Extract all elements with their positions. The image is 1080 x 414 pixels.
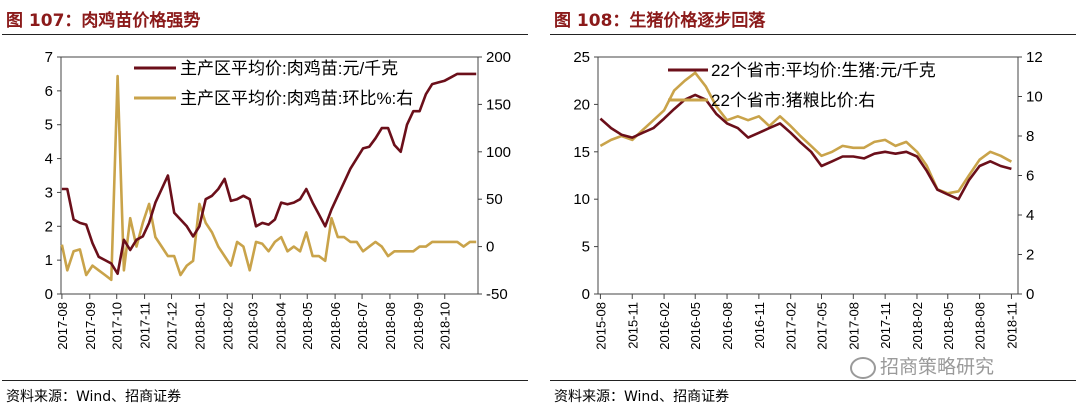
y-left-tick-label: 3: [45, 184, 53, 201]
plot-frame: [60, 56, 479, 295]
wechat-icon: [850, 356, 876, 379]
x-tick-label: 2015-11: [625, 302, 640, 349]
x-tick-label: 2018-10: [438, 302, 453, 350]
watermark: 招商策略研究: [850, 352, 994, 379]
y-right-tick-label: 10: [1026, 89, 1043, 106]
y-right-tick-label: 0: [486, 239, 494, 256]
y-left-tick-label: 20: [573, 96, 590, 113]
x-tick-label: 2018-07: [355, 302, 370, 350]
y-left-tick-label: 1: [45, 252, 53, 269]
legend-label: 22个省市:猪粮比价:右: [711, 91, 875, 110]
x-tick-label: 2017-11: [138, 302, 153, 349]
watermark-text: 招商策略研究: [880, 356, 995, 378]
y-right-tick-label: 4: [1026, 207, 1034, 224]
x-tick-label: 2018-06: [328, 302, 343, 350]
y-left-tick-label: 10: [573, 191, 590, 208]
series-line-left-axis: [61, 72, 477, 276]
y-right-tick-label: 2: [1026, 247, 1034, 264]
y-left-tick-label: 0: [45, 286, 53, 303]
x-tick-label: 2017-12: [165, 302, 180, 350]
y-right-tick-label: 50: [486, 191, 503, 208]
x-tick-label: 2017-08: [55, 302, 70, 350]
x-tick-label: 2016-08: [720, 302, 735, 350]
legend-label: 主产区平均价:肉鸡苗:元/千克: [180, 59, 398, 78]
x-tick-label: 2018-09: [411, 302, 426, 350]
y-right-tick-label: 0: [1026, 286, 1034, 303]
y-right-tick-label: 8: [1026, 128, 1034, 145]
figure-title: 图 108：生猪价格逐步回落: [554, 11, 766, 31]
y-left-tick-label: 5: [45, 117, 53, 134]
x-tick-label: 2018-02: [220, 302, 235, 350]
x-tick-label: 2018-04: [273, 302, 288, 350]
legend-label: 主产区平均价:肉鸡苗:环比%:右: [180, 89, 413, 108]
series-line-left-axis: [599, 93, 1012, 201]
x-tick-label: 2018-03: [245, 302, 260, 350]
y-left-tick-label: 25: [573, 49, 590, 66]
y-right-tick-label: 150: [486, 96, 511, 113]
y-right-tick-label: 100: [486, 144, 511, 161]
y-right-tick-label: 200: [486, 49, 511, 66]
x-tick-label: 2017-05: [814, 302, 829, 350]
x-tick-label: 2017-08: [846, 302, 861, 350]
x-tick-label: 2015-08: [593, 302, 608, 350]
hog-price-chart: 0 5 10 15 20 25 0 2 4 6 8 10 12 2015-08 2015-11 2016-02…: [573, 49, 1043, 350]
y-left-tick-label: 0: [582, 286, 590, 303]
y-right-tick-label: 12: [1026, 49, 1043, 66]
y-left-tick-label: 15: [573, 144, 590, 161]
x-tick-label: 2017-11: [878, 302, 893, 349]
x-tick-label: 2018-11: [1004, 302, 1019, 349]
series-line-right-axis: [60, 74, 477, 282]
x-tick-label: 2016-05: [688, 302, 703, 350]
x-tick-label: 2018-02: [910, 302, 925, 350]
x-tick-label: 2016-11: [752, 302, 767, 349]
x-tick-label: 2018-08: [383, 302, 398, 350]
source-note: 资料来源：Wind、招商证券: [554, 389, 730, 405]
source-divider: [2, 380, 528, 381]
x-tick-label: 2018-05: [300, 302, 315, 350]
y-right-tick-label: -50: [486, 286, 508, 303]
x-tick-label: 2018-01: [192, 302, 207, 350]
figure-title: 图 107：肉鸡苗价格强势: [6, 11, 201, 31]
title-divider: [2, 34, 528, 35]
figure-108-panel: 图 108：生猪价格逐步回落 0 5 10 15 20 25 0 2 4 6 8 10 12 2015-0…: [548, 0, 1078, 414]
y-left-tick-label: 7: [45, 49, 53, 66]
legend-label: 22个省市:平均价:生猪:元/千克: [711, 61, 936, 80]
x-tick-label: 2018-08: [973, 302, 988, 350]
x-tick-label: 2018-05: [941, 302, 956, 350]
x-tick-label: 2017-02: [784, 302, 799, 350]
x-tick-label: 2017-10: [110, 302, 125, 350]
y-left-tick-label: 4: [45, 151, 53, 168]
chicken-chick-price-chart: 0 1 2 3 4 5 6 7 -50 0 50 100 150 200 2017-08 2017-09 201…: [45, 49, 511, 350]
title-divider: [550, 34, 1076, 35]
figure-107-panel: 图 107：肉鸡苗价格强势 0 1 2 3 4 5 6 7 -50 0 50 100 150 200 201…: [0, 0, 530, 414]
source-note: 资料来源：Wind、招商证券: [6, 389, 182, 405]
y-left-tick-label: 2: [45, 218, 53, 235]
x-tick-label: 2017-09: [83, 302, 98, 350]
y-left-tick-label: 5: [582, 239, 590, 256]
y-right-tick-label: 6: [1026, 168, 1034, 185]
y-left-tick-label: 6: [45, 83, 53, 100]
x-tick-label: 2016-02: [657, 302, 672, 350]
source-divider: [550, 380, 1076, 381]
